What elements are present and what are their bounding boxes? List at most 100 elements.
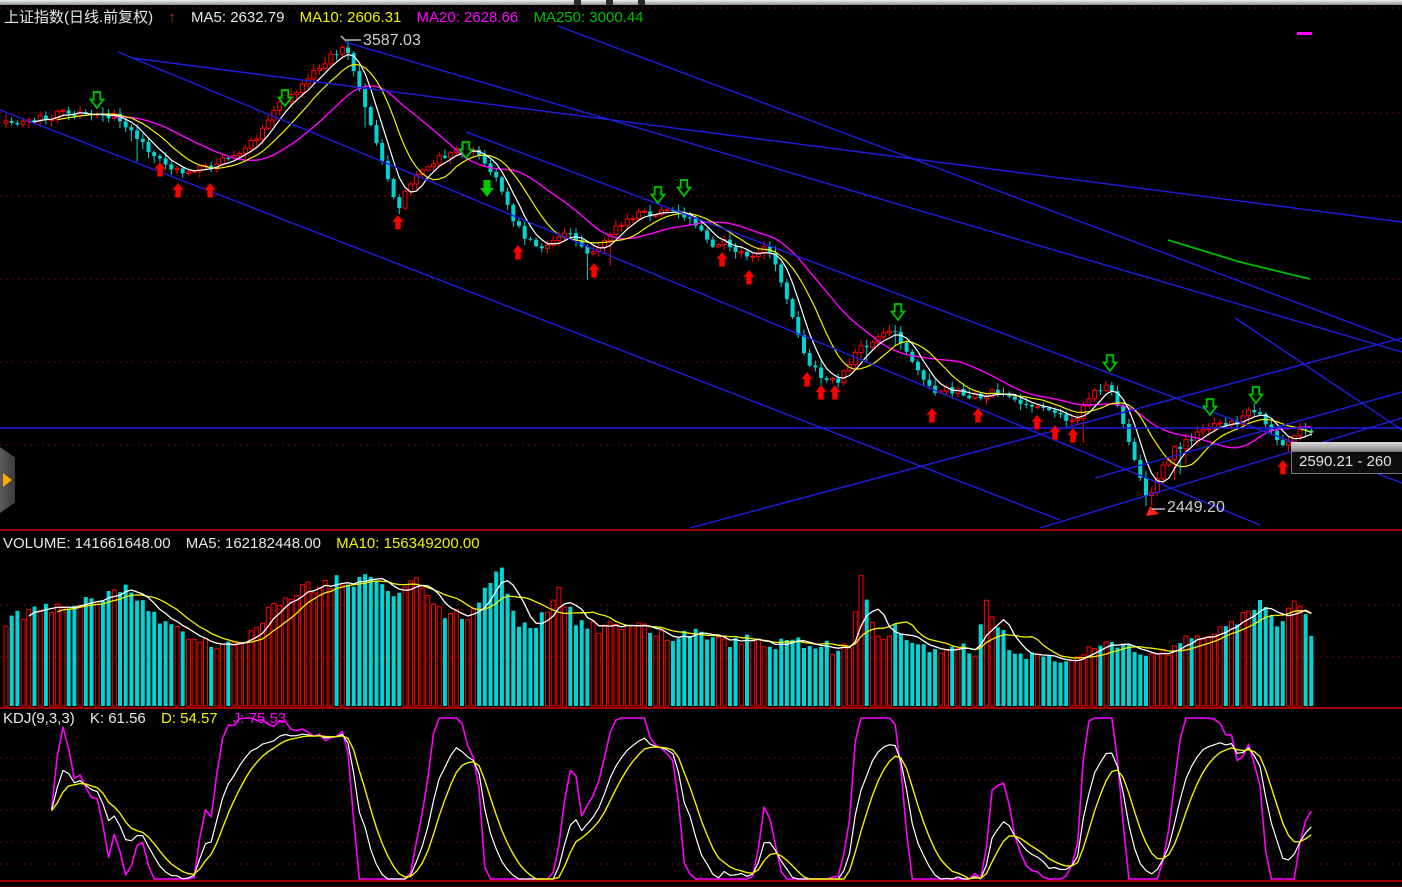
- volume-bar-up: [1035, 653, 1041, 707]
- volume-bar-up: [94, 601, 100, 707]
- candle-body-down: [916, 361, 920, 371]
- volume-bar-up: [49, 612, 55, 707]
- volume-bar-up: [550, 599, 556, 707]
- volume-bar-down: [380, 584, 385, 706]
- volume-bar-down: [585, 628, 590, 706]
- trendline: [1234, 317, 1402, 431]
- volume-bar-up: [636, 622, 642, 707]
- volume-bar-up: [1075, 656, 1081, 707]
- volume-bar-up: [413, 577, 419, 707]
- volume-bar-up: [425, 595, 431, 707]
- volume-bar-up: [590, 621, 596, 707]
- candle-body-down: [226, 158, 231, 159]
- volume-bar-down: [528, 628, 533, 706]
- volume-bar-down: [893, 624, 898, 706]
- buy-signal-arrow-icon: [1066, 427, 1080, 443]
- volume-ma10-line: [57, 580, 1312, 659]
- candle-body-down: [790, 299, 795, 318]
- candle-body-down: [904, 343, 909, 352]
- candle-body-up: [1172, 446, 1177, 461]
- tooltip-drag-bar[interactable]: [1291, 442, 1402, 451]
- volume-bar-down: [1178, 643, 1183, 706]
- volume-bar-down: [1058, 662, 1063, 706]
- volume-bar-down: [1041, 656, 1046, 706]
- candle-body-down: [363, 89, 368, 108]
- candle-body-up: [20, 120, 26, 125]
- volume-bar-down: [1052, 661, 1057, 706]
- volume-bar-up: [750, 640, 756, 707]
- candle-body-down: [568, 233, 573, 235]
- volume-bar-up: [556, 587, 562, 707]
- candle-body-up: [619, 224, 625, 227]
- volume-bar-down: [1263, 607, 1268, 706]
- candle-body-up: [1217, 422, 1223, 425]
- volume-bar-up: [174, 626, 180, 707]
- buy-signal-arrow-icon: [1048, 424, 1062, 440]
- candle-body-down: [1121, 405, 1126, 424]
- candle-body-down: [1178, 446, 1183, 449]
- volume-bar-down: [824, 640, 829, 706]
- volume-bar-up: [1160, 649, 1166, 707]
- sell-signal-arrow-solid-icon: [480, 180, 494, 197]
- volume-bar-up: [1206, 635, 1212, 707]
- price-range-tooltip: 2590.21 - 260: [1291, 442, 1402, 474]
- volume-bar-up: [852, 611, 858, 707]
- candle-body-down: [169, 164, 174, 170]
- volume-bar-up: [436, 606, 442, 707]
- candle-body-up: [550, 240, 556, 246]
- volume-bar-down: [72, 605, 77, 706]
- volume-bar-down: [511, 610, 516, 706]
- volume-bar-up: [664, 639, 670, 707]
- candle-body-down: [779, 264, 784, 283]
- volume-bar-down: [374, 581, 379, 706]
- volume-bar-down: [499, 567, 504, 706]
- volume-bar-down: [1309, 635, 1314, 706]
- candle-body-down: [1047, 407, 1052, 411]
- volume-bar-down: [1007, 650, 1012, 706]
- candle-body-down: [499, 177, 504, 192]
- sell-signal-arrow-icon: [1247, 386, 1265, 405]
- volume-bar-down: [1098, 645, 1103, 706]
- splitter-notch: [574, 0, 581, 5]
- candle-body-down: [927, 379, 932, 386]
- candle-body-down: [921, 370, 926, 380]
- candle-body-down: [522, 225, 527, 239]
- volume-bar-down: [910, 642, 915, 706]
- volume-bar-down: [807, 646, 812, 706]
- candle-body-up: [1160, 464, 1166, 480]
- volume-bar-down: [135, 600, 140, 706]
- volume-bar-down: [1275, 626, 1280, 706]
- candle-body-down: [357, 71, 362, 90]
- volume-bar-up: [761, 646, 767, 707]
- ma20-line: [114, 85, 1312, 449]
- volume-bar-up: [545, 611, 550, 707]
- volume-bar-down: [950, 646, 955, 706]
- candle-body-down: [688, 217, 692, 219]
- candle-body-up: [1229, 421, 1234, 426]
- trendline: [131, 57, 1402, 223]
- volume-bar-up: [60, 606, 66, 707]
- candle-body-down: [693, 218, 698, 226]
- candle-body-up: [277, 101, 283, 111]
- candle-body-down: [1030, 404, 1034, 407]
- volume-bar-up: [972, 655, 978, 707]
- candle-body-up: [1086, 398, 1092, 407]
- candle-body-up: [641, 210, 647, 213]
- volume-bar-down: [1047, 655, 1052, 706]
- volume-bar-down: [482, 587, 487, 706]
- candle-body-down: [1132, 441, 1137, 460]
- volume-bar-up: [1166, 654, 1172, 707]
- volume-bar-up: [841, 643, 847, 707]
- volume-bar-down: [152, 611, 157, 706]
- candle-body-down: [864, 345, 869, 348]
- sell-signal-arrow-icon: [1201, 398, 1219, 417]
- candle-body-up: [436, 155, 442, 165]
- main-chart-header: 上证指数(日线.前复权) ↑ MA5: 2632.79 MA10: 2606.3…: [4, 9, 655, 27]
- volume-bar-down: [146, 611, 151, 706]
- candle-body-up: [636, 211, 642, 220]
- top-splitter-bar[interactable]: [0, 0, 1402, 5]
- sidebar-expand-handle[interactable]: [0, 447, 15, 513]
- ma5-line: [28, 53, 1312, 483]
- volume-bar-up: [1149, 653, 1155, 707]
